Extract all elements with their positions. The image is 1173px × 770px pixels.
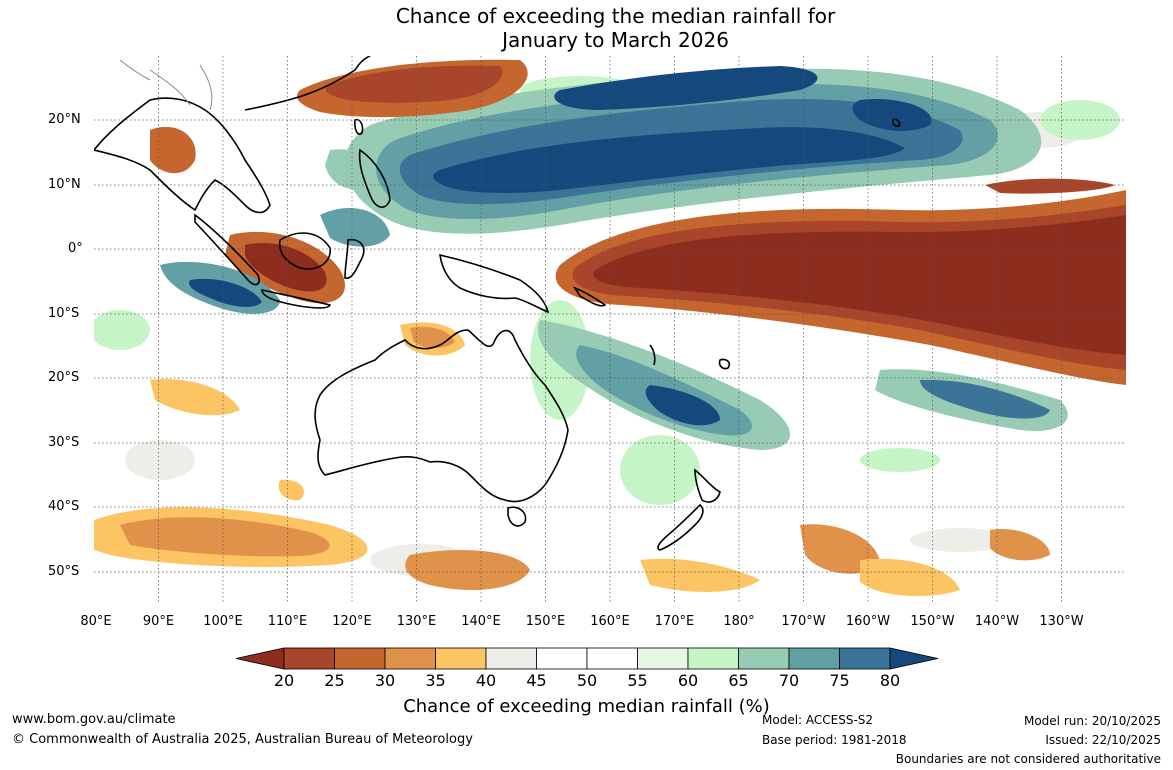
- lat-label-20s: 20°S: [48, 370, 80, 385]
- lat-label-50s: 50°S: [48, 564, 80, 579]
- wet-band-north: [344, 66, 1042, 234]
- lat-label-10n: 10°N: [48, 177, 81, 192]
- colorbar-swatch: [384, 647, 436, 670]
- cb-tick-30: 30: [374, 671, 396, 690]
- sulawesi-coast: [344, 238, 365, 280]
- java-coast: [261, 289, 332, 309]
- cb-tick-55: 55: [627, 671, 648, 690]
- lon-label-120e: 120°E: [332, 614, 372, 629]
- country-borders: [119, 59, 213, 111]
- wet-south-pacific: [538, 320, 1068, 450]
- cb-tick-45: 45: [526, 671, 547, 690]
- colorbar-swatch: [536, 647, 588, 670]
- colorbar-arrow-low: [235, 647, 285, 670]
- lon-label-100e: 100°E: [203, 614, 243, 629]
- dry-southern-ocean: [94, 379, 1050, 597]
- lon-label-160w: 160°W: [845, 614, 891, 629]
- cb-tick-60: 60: [677, 671, 699, 690]
- colorbar-swatch: [788, 647, 840, 670]
- cb-tick-25: 25: [324, 671, 345, 690]
- chart-title-line2: January to March 2026: [502, 28, 729, 52]
- dry-north: [150, 59, 1115, 194]
- fiji-coast: [718, 358, 731, 370]
- colorbar-swatch: [435, 647, 487, 670]
- cb-tick-80: 80: [879, 671, 901, 690]
- lat-label-equator: 0°: [68, 241, 83, 256]
- lat-label-40s: 40°S: [48, 499, 80, 514]
- colorbar-swatch: [738, 647, 790, 670]
- china-coast: [244, 56, 371, 111]
- lon-label-140e: 140°E: [461, 614, 501, 629]
- footer-copyright: © Commonwealth of Australia 2025, Austra…: [12, 732, 473, 747]
- colorbar-swatch: [334, 647, 386, 670]
- lon-label-130e: 130°E: [396, 614, 437, 629]
- dry-maritime: [225, 231, 346, 304]
- lon-label-160e: 160°E: [590, 614, 630, 629]
- sumatra-coast: [194, 213, 260, 286]
- lon-label-150e: 150°E: [525, 614, 566, 629]
- cb-tick-70: 70: [778, 671, 800, 690]
- tasmania-coast: [507, 506, 527, 527]
- colorbar-swatch: [839, 647, 891, 670]
- colorbar-swatch: [687, 647, 739, 670]
- cb-tick-65: 65: [728, 671, 749, 690]
- lon-label-90e: 90°E: [142, 614, 175, 629]
- colorbar-label: Chance of exceeding median rainfall (%): [403, 696, 770, 717]
- cb-tick-50: 50: [576, 671, 598, 690]
- new-zealand-south: [657, 503, 704, 551]
- new-zealand-north: [694, 468, 721, 503]
- cb-tick-35: 35: [425, 671, 446, 690]
- colorbar-swatch: [485, 647, 537, 670]
- australia-coast: [314, 329, 569, 503]
- new-guinea-coast: [439, 253, 550, 314]
- lat-label-20n: 20°N: [48, 112, 81, 127]
- chart-title-line1: Chance of exceeding the median rainfall …: [395, 4, 836, 28]
- lat-label-30s: 30°S: [48, 435, 80, 450]
- lon-label-110e: 110°E: [267, 614, 308, 629]
- cb-tick-20: 20: [273, 671, 295, 690]
- footer-base-period: Base period: 1981-2018: [762, 733, 907, 747]
- gridlines: [94, 56, 1126, 604]
- colorbar-swatch: [283, 647, 335, 670]
- footer-model: Model: ACCESS-S2: [762, 713, 874, 727]
- colorbar: [235, 647, 939, 670]
- colorbar-swatch: [586, 647, 638, 670]
- solomons-coast: [573, 286, 607, 307]
- lon-label-140w: 140°W: [974, 614, 1020, 629]
- wet-indian-ocean: [160, 149, 390, 314]
- footer-url: www.bom.gov.au/climate: [12, 712, 176, 727]
- taiwan-coast: [354, 118, 364, 135]
- map-field: [94, 56, 1126, 604]
- colorbar-arrow-high: [889, 647, 939, 670]
- lon-label-170w: 170°W: [781, 614, 826, 629]
- coastlines: [94, 56, 901, 551]
- lon-label-150w: 150°W: [910, 614, 955, 629]
- colorbar-swatch: [637, 647, 689, 670]
- lon-label-170e: 170°E: [654, 614, 695, 629]
- dry-tongue-equatorial: [555, 190, 1126, 385]
- hawaii-coast: [892, 118, 901, 127]
- vanuatu-coast: [649, 344, 656, 366]
- mainland-asia-coast: [94, 97, 271, 214]
- borneo-coast: [278, 232, 331, 270]
- footer-model-run: Model run: 20/10/2025: [1023, 714, 1161, 728]
- philippines-coast: [358, 148, 391, 208]
- footer-disclaimer: Boundaries are not considered authoritat…: [895, 752, 1161, 766]
- lon-label-130w: 130°W: [1039, 614, 1084, 629]
- lat-label-10s: 10°S: [48, 306, 80, 321]
- footer-issued: Issued: 22/10/2025: [1045, 733, 1161, 747]
- lon-label-80e: 80°E: [80, 614, 112, 629]
- lon-label-180: 180°: [723, 614, 755, 629]
- cb-tick-75: 75: [829, 671, 850, 690]
- cb-tick-40: 40: [475, 671, 497, 690]
